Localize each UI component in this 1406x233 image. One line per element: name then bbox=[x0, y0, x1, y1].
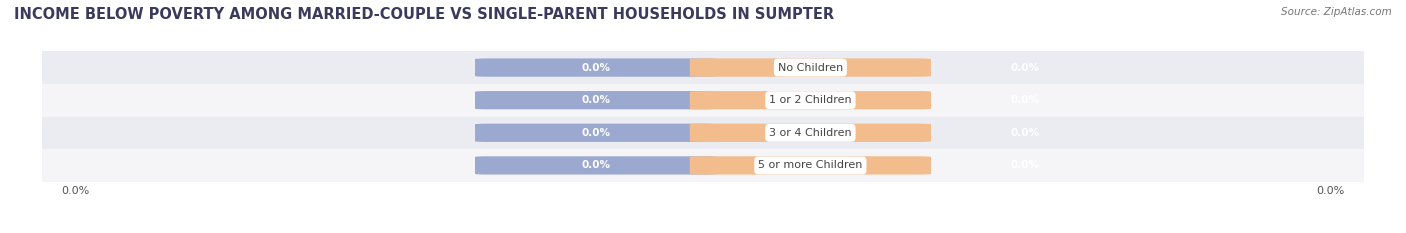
Text: 1 or 2 Children: 1 or 2 Children bbox=[769, 95, 852, 105]
Text: 0.0%: 0.0% bbox=[1011, 95, 1039, 105]
Text: 0.0%: 0.0% bbox=[1011, 161, 1039, 170]
FancyBboxPatch shape bbox=[475, 124, 716, 142]
Legend: Married Couples, Single Parents: Married Couples, Single Parents bbox=[589, 228, 817, 233]
FancyBboxPatch shape bbox=[690, 156, 931, 175]
Text: 0.0%: 0.0% bbox=[1011, 63, 1039, 72]
FancyBboxPatch shape bbox=[475, 58, 716, 77]
FancyBboxPatch shape bbox=[475, 156, 716, 175]
Bar bbox=[42, 116, 1364, 149]
Text: 0.0%: 0.0% bbox=[581, 161, 610, 170]
FancyBboxPatch shape bbox=[690, 58, 931, 77]
Bar bbox=[42, 51, 1364, 84]
FancyBboxPatch shape bbox=[475, 91, 716, 109]
Text: No Children: No Children bbox=[778, 63, 844, 72]
Text: 0.0%: 0.0% bbox=[581, 63, 610, 72]
Text: 5 or more Children: 5 or more Children bbox=[758, 161, 862, 170]
Text: 0.0%: 0.0% bbox=[581, 95, 610, 105]
Text: 0.0%: 0.0% bbox=[1011, 128, 1039, 138]
Text: INCOME BELOW POVERTY AMONG MARRIED-COUPLE VS SINGLE-PARENT HOUSEHOLDS IN SUMPTER: INCOME BELOW POVERTY AMONG MARRIED-COUPL… bbox=[14, 7, 834, 22]
Bar bbox=[42, 84, 1364, 116]
Text: 0.0%: 0.0% bbox=[581, 128, 610, 138]
FancyBboxPatch shape bbox=[690, 124, 931, 142]
Text: 3 or 4 Children: 3 or 4 Children bbox=[769, 128, 852, 138]
FancyBboxPatch shape bbox=[690, 91, 931, 109]
Text: Source: ZipAtlas.com: Source: ZipAtlas.com bbox=[1281, 7, 1392, 17]
Bar bbox=[42, 149, 1364, 182]
